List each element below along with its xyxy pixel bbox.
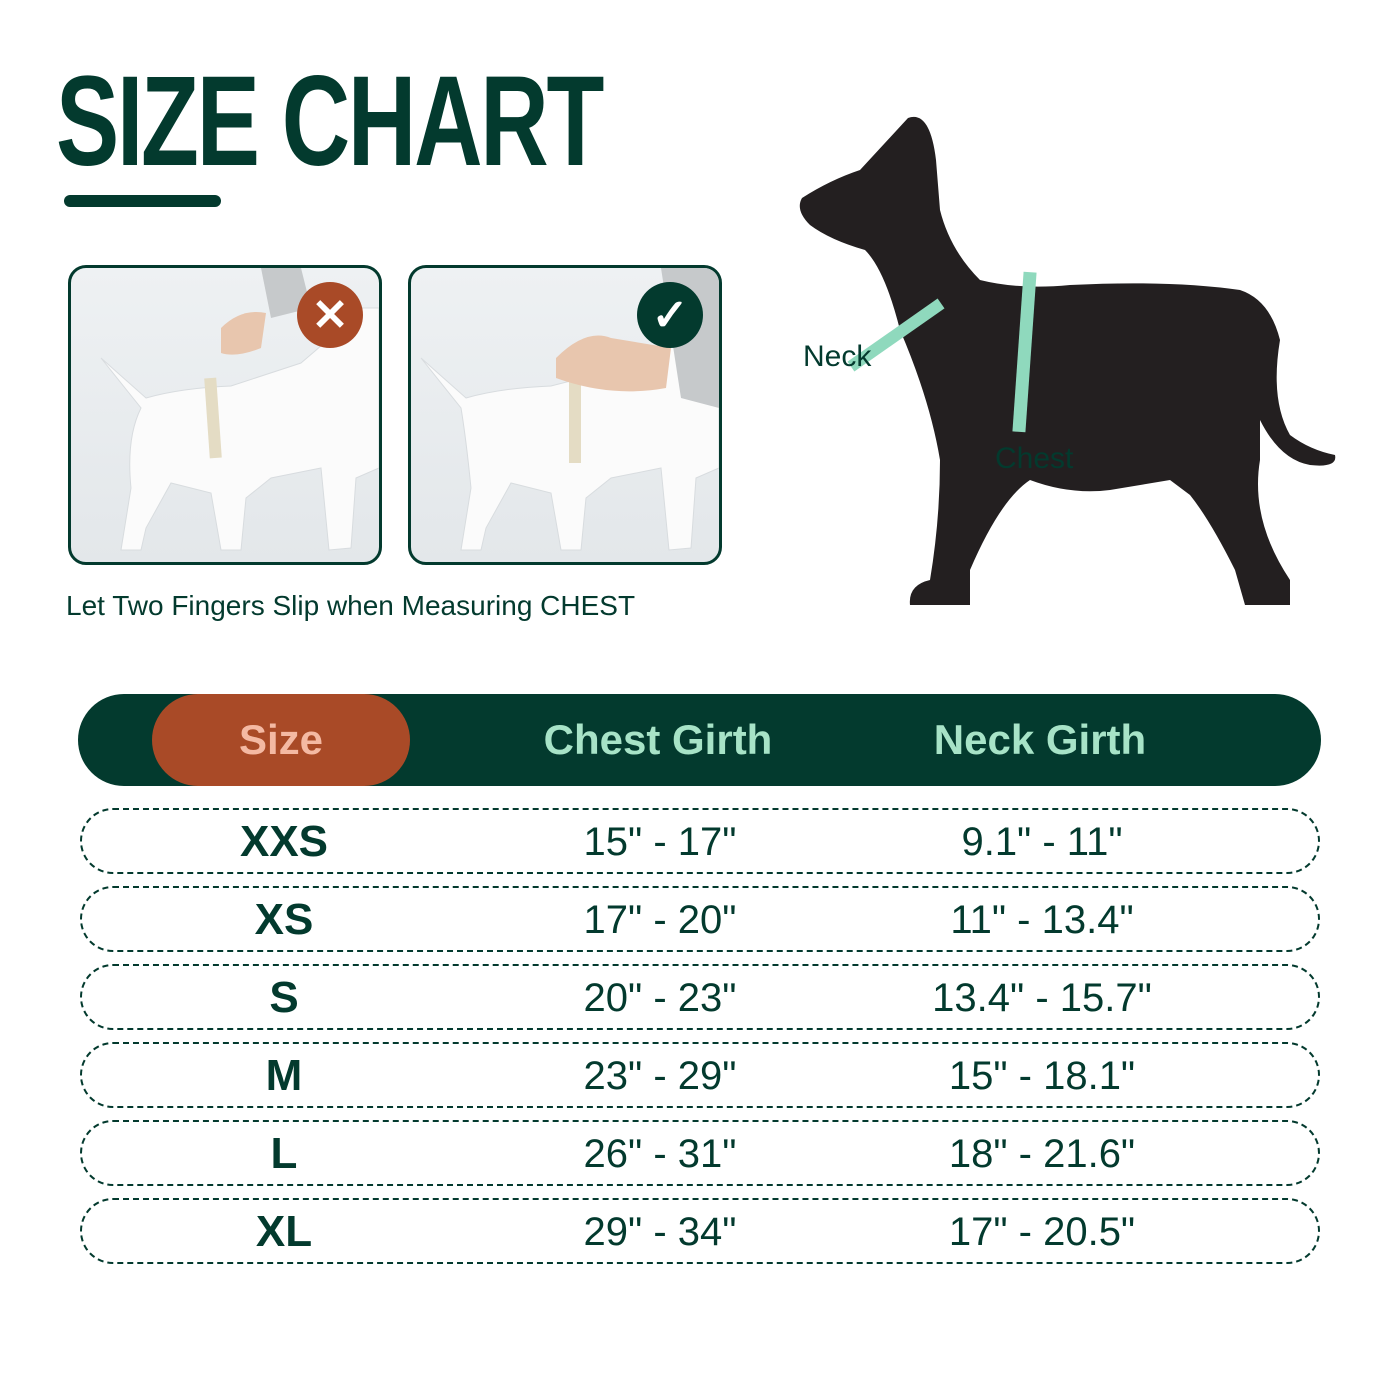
table-row: M 23" - 29" 15" - 18.1" [80,1042,1320,1108]
chest-girth-cell: 20" - 23" [583,975,737,1020]
table-row: XL 29" - 34" 17" - 20.5" [80,1198,1320,1264]
neck-tape-icon [847,298,945,372]
neck-girth-cell: 11" - 13.4" [950,897,1134,942]
header-size: Size [152,694,410,786]
chest-girth-cell: 15" - 17" [583,819,737,864]
chest-girth-cell: 17" - 20" [583,897,737,942]
chest-label: Chest [995,442,1074,475]
table-row: XXS 15" - 17" 9.1" - 11" [80,808,1320,874]
header-chest-girth: Chest Girth [543,716,773,763]
page-title: SIZE CHART [56,50,604,193]
size-cell: S [269,973,299,1022]
chest-girth-cell: 23" - 29" [583,1053,737,1098]
title-underline [64,195,221,207]
table-row: S 20" - 23" 13.4" - 15.7" [80,964,1320,1030]
measuring-caption: Let Two Fingers Slip when Measuring CHES… [66,590,636,621]
chest-girth-cell: 26" - 31" [583,1131,737,1176]
x-icon: ✕ [297,282,363,348]
check-icon: ✓ [637,282,703,348]
header-neck-girth: Neck Girth [933,716,1147,763]
size-cell: M [265,1051,303,1100]
neck-label: Neck [803,340,872,373]
size-cell: XS [254,895,314,944]
photo-correct-measurement: ✓ [408,265,722,565]
neck-girth-cell: 15" - 18.1" [948,1053,1136,1098]
chest-girth-cell: 29" - 34" [583,1209,737,1254]
neck-girth-cell: 17" - 20.5" [948,1209,1136,1254]
dog-silhouette-icon [799,116,1336,606]
neck-girth-cell: 18" - 21.6" [948,1131,1136,1176]
size-cell: XL [255,1207,313,1256]
size-cell: XXS [239,817,329,866]
dog-measurement-diagram: Neck Chest [790,100,1350,620]
chest-tape-icon [1012,271,1037,433]
table-header: Size Chest Girth Neck Girth [78,694,1321,786]
table-row: XS 17" - 20" 11" - 13.4" [80,886,1320,952]
photo-wrong-measurement: ✕ [68,265,382,565]
neck-girth-cell: 13.4" - 15.7" [932,975,1152,1020]
table-row: L 26" - 31" 18" - 21.6" [80,1120,1320,1186]
neck-girth-cell: 9.1" - 11" [961,819,1123,864]
size-cell: L [270,1129,298,1178]
